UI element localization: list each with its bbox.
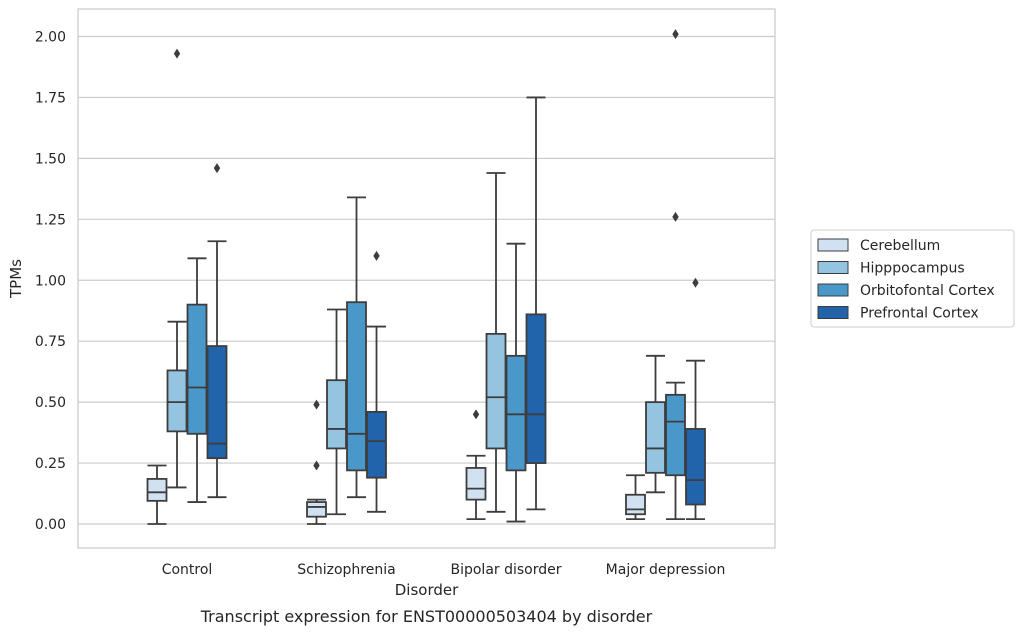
y-axis-ticks: 0.00 0.25 0.50 0.75 1.00 1.25 1.50 1.75 2.00	[35, 30, 66, 534]
y-axis-label: TPMs	[7, 259, 25, 299]
box-3-2	[665, 29, 686, 521]
y-tick-label: 0.50	[35, 395, 66, 411]
legend-label: Hipppocampus	[860, 261, 965, 277]
box-0-1	[166, 48, 188, 489]
box-body	[505, 354, 527, 472]
box-body	[645, 401, 666, 474]
legend: Cerebellum Hipppocampus Orbitofontal Corte…	[810, 229, 1015, 328]
y-tick-label: 0.00	[35, 517, 66, 533]
outlier-point	[313, 399, 320, 410]
x-axis-ticks: Control Schizophrenia Bipolar disorder Majo…	[162, 562, 726, 578]
legend-swatch	[817, 238, 849, 252]
y-tick-label: 0.25	[35, 456, 66, 472]
box-0-0	[146, 464, 168, 525]
y-tick-label: 1.50	[35, 151, 66, 167]
y-tick-label: 1.25	[35, 212, 66, 228]
box-body	[306, 501, 327, 518]
box-1-3	[366, 250, 387, 513]
box-2-3	[525, 96, 547, 511]
x-tick-label: Control	[162, 562, 213, 578]
box-body	[465, 467, 487, 501]
outlier-point	[672, 29, 679, 40]
box-1-0	[306, 399, 327, 525]
outlier-point	[173, 48, 181, 59]
boxes	[146, 29, 706, 525]
box-body	[685, 428, 706, 506]
outlier-point	[692, 277, 699, 288]
outlier-point	[213, 163, 221, 174]
x-tick-label: Major depression	[606, 562, 726, 578]
y-tick-label: 2.00	[35, 30, 66, 46]
box-3-3	[685, 277, 706, 521]
box-body	[186, 303, 208, 435]
y-tick-label: 0.75	[35, 334, 66, 350]
box-body	[166, 369, 188, 433]
legend-label: Prefrontal Cortex	[860, 306, 979, 322]
outlier-point	[373, 250, 380, 261]
chart-caption: Transcript expression for ENST0000050340…	[200, 607, 653, 626]
box-body	[346, 301, 367, 472]
box-body	[206, 345, 228, 460]
box-body	[326, 379, 347, 450]
legend-swatch	[817, 261, 849, 274]
x-tick-label: Schizophrenia	[297, 562, 395, 578]
y-tick-label: 1.00	[35, 273, 66, 289]
box-3-1	[645, 354, 666, 494]
box-1-1	[326, 308, 347, 516]
plot-frame	[77, 8, 776, 549]
box-body	[146, 478, 168, 502]
outlier-point	[313, 460, 320, 471]
box-2-1	[485, 172, 507, 513]
y-tick-label: 1.75	[35, 90, 66, 106]
box-3-0	[625, 474, 646, 521]
x-tick-label: Bipolar disorder	[450, 562, 561, 578]
legend-frame	[810, 229, 1015, 328]
box-body	[625, 493, 646, 516]
legend-label: Cerebellum	[860, 238, 940, 254]
legend-swatch	[817, 283, 849, 297]
box-body	[665, 393, 686, 477]
box-body	[525, 313, 547, 464]
legend-swatch	[817, 306, 849, 319]
box-1-2	[346, 196, 367, 499]
x-axis-label: Disorder	[395, 581, 459, 599]
outlier-point	[672, 211, 679, 222]
box-body	[366, 410, 387, 479]
box-0-3	[206, 163, 228, 499]
box-body	[485, 332, 507, 450]
box-0-2	[186, 257, 208, 503]
box-2-0	[465, 409, 487, 521]
outlier-point	[472, 409, 480, 420]
legend-label: Orbitofontal Cortex	[860, 283, 995, 299]
box-2-2	[505, 242, 527, 523]
